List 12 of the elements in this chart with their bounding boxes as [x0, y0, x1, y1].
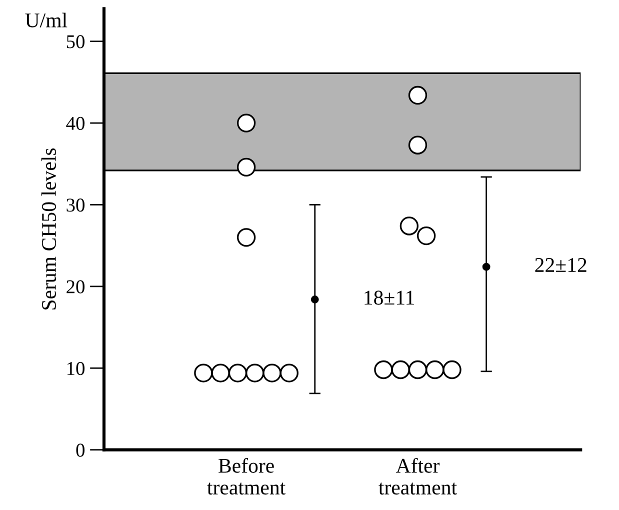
y-tick-label: 10 — [68, 362, 84, 376]
text: U/ml — [25, 12, 68, 28]
x-tick-label: After treatment — [378, 458, 457, 495]
y-tick-label: 30 — [66, 198, 84, 212]
y-tick-label: 20 — [66, 280, 84, 294]
y-tick-label: 50 — [66, 35, 84, 48]
y-tick-label: 0 — [76, 444, 84, 457]
y-axis-title: Serum CH50 levels — [41, 148, 56, 310]
y-tick-label: 40 — [66, 116, 84, 130]
annotation: 22±12 — [535, 258, 586, 272]
annotation: 18±11 — [364, 290, 414, 305]
x-tick-label: Before treatment — [207, 458, 286, 495]
